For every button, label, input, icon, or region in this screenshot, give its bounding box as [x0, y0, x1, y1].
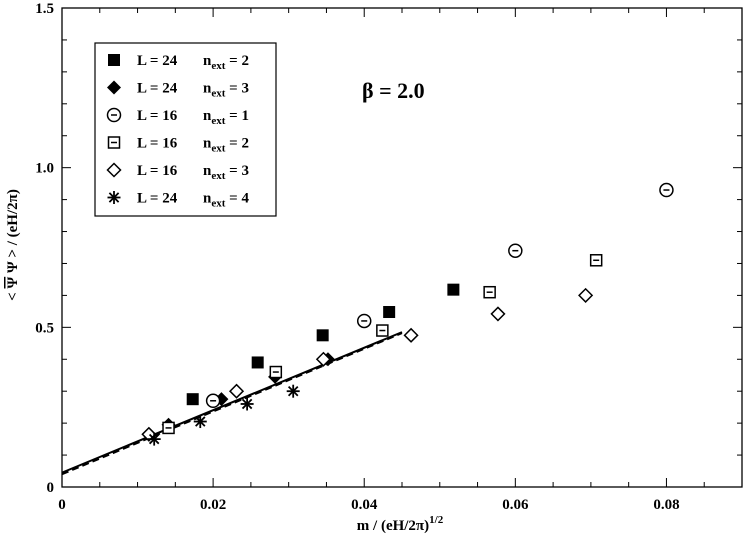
fit-line-solid [61, 331, 403, 474]
data-point-square-open [589, 254, 603, 267]
legend-label-n: next = 2 [203, 53, 249, 72]
data-point-square-open [483, 285, 496, 299]
data-point-diamond-open [315, 351, 331, 367]
legend-label-L: L = 24 [137, 53, 178, 69]
legend-marker-square-open [107, 136, 121, 149]
data-point-diamond-open [490, 306, 506, 322]
x-tick-label: 0.02 [200, 497, 226, 513]
data-point-star [193, 415, 207, 429]
data-point-square-filled [447, 283, 460, 296]
legend-label-L: L = 16 [137, 163, 178, 179]
legend-label-n: next = 2 [203, 136, 249, 155]
data-point-diamond-open [228, 383, 245, 399]
x-tick-label: 0 [58, 497, 66, 513]
legend-label-L: L = 24 [137, 191, 178, 207]
legend-label-n: next = 4 [203, 191, 249, 210]
fit-lines [61, 331, 403, 476]
x-axis-ticks: 0 0.02 0.04 0.06 0.08 [58, 8, 743, 513]
y-axis-ticks: 0 0.5 1.0 1.5 [35, 1, 742, 496]
legend-marker-diamond-filled [107, 80, 121, 95]
y-tick-label: 0 [47, 480, 55, 496]
data-point-star [286, 384, 300, 398]
legend-label-n: next = 1 [203, 108, 249, 127]
data-point-square-filled [383, 306, 396, 319]
data-point-diamond-open [578, 287, 594, 303]
data-point-star [147, 432, 161, 446]
data-point-circle-open [508, 243, 523, 258]
legend-marker-square-filled [108, 54, 120, 66]
legend-marker-star [107, 191, 121, 204]
y-tick-label: 1.5 [35, 1, 54, 17]
legend-label-L: L = 16 [137, 136, 178, 152]
y-tick-label: 0.5 [35, 320, 54, 336]
legend-label-n: next = 3 [203, 163, 249, 182]
data-point-star [240, 397, 254, 411]
data-point-square-filled [186, 393, 199, 406]
data-point-square-open [376, 324, 389, 337]
data-point-diamond-open [403, 327, 419, 343]
x-tick-label: 0.04 [351, 497, 378, 513]
data-point-circle-open [356, 313, 372, 329]
y-axis-label: < Ψ Ψ > / (eH/2π) [5, 189, 21, 301]
data-point-square-open [269, 365, 283, 379]
legend-label-n: next = 3 [203, 81, 249, 100]
legend-label-L: L = 16 [137, 108, 178, 124]
data-point-square-filled [251, 356, 264, 369]
x-tick-label: 0.08 [653, 497, 679, 513]
data-point-square-filled [316, 329, 329, 342]
legend-marker-circle-open [106, 107, 122, 123]
data-point-circle-open [205, 393, 221, 409]
beta-annotation: β = 2.0 [362, 78, 425, 103]
x-axis-label: m / (eH/2π)1/2 [357, 514, 444, 534]
data-point-square-open [162, 421, 175, 435]
legend: L = 24 next = 2 L = 24 next = 3 L = 16 next =… [106, 53, 249, 210]
legend-marker-diamond-open [106, 162, 122, 178]
legend-box [94, 42, 277, 217]
data-points [141, 182, 674, 446]
legend-label-L: L = 24 [137, 81, 178, 97]
fit-line-dashed [61, 332, 403, 476]
y-tick-label: 1.0 [35, 161, 54, 177]
x-tick-label: 0.06 [502, 497, 529, 513]
data-point-circle-open [659, 182, 674, 198]
